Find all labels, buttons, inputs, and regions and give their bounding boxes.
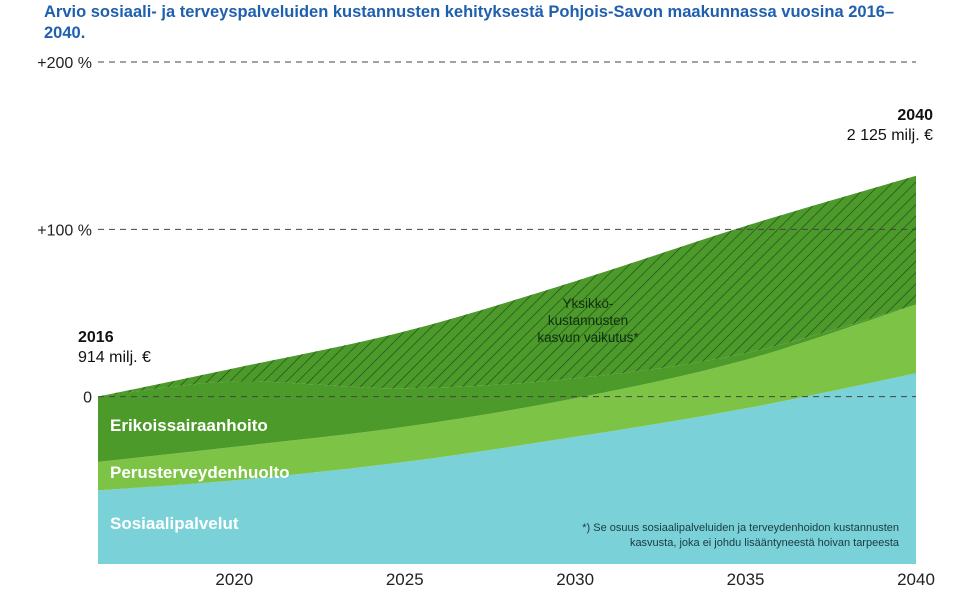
x-tick-label: 2030	[556, 570, 594, 589]
grid-layer	[98, 61, 916, 398]
area-sosiaalipalvelut	[98, 373, 916, 564]
y-axis: +200 % +100 % 0	[37, 55, 92, 407]
footnote: *) Se osuus sosiaalipalveluiden ja terve…	[582, 521, 899, 551]
x-tick-label: 2025	[386, 570, 424, 589]
area-erikoissairaanhoito	[98, 304, 916, 462]
y-tick-label: +100 %	[37, 222, 92, 239]
x-tick-label: 2040	[897, 570, 935, 589]
y-tick-label: 0	[83, 390, 92, 407]
end-year-label: 2040	[897, 107, 933, 124]
series-label-perusterveydenhuolto: Perusterveydenhuolto	[110, 463, 290, 482]
hatch-label-line-1: Yksikkö-	[562, 296, 614, 311]
start-value-label: 914 milj. €	[78, 349, 151, 366]
series-label-sosiaalipalvelut: Sosiaalipalvelut	[110, 514, 239, 533]
footnote-line-1: *) Se osuus sosiaalipalveluiden ja terve…	[582, 522, 899, 534]
start-year-label: 2016	[78, 329, 114, 346]
end-value-label: 2 125 milj. €	[846, 127, 933, 144]
hatch-area-label: Yksikkö- kustannusten kasvun vaikutus*	[520, 295, 656, 346]
chart-title: Arvio sosiaali- ja terveyspalveluiden ku…	[44, 3, 895, 42]
y-tick-label: +200 %	[37, 55, 92, 72]
area-perusterveydenhuolto	[98, 304, 916, 491]
x-tick-label: 2020	[215, 570, 253, 589]
area-layer	[98, 175, 916, 564]
hatch-overlay	[98, 175, 916, 397]
x-tick-label: 2035	[727, 570, 765, 589]
footnote-line-2: kasvusta, joka ei johdu lisääntyneestä h…	[629, 537, 899, 549]
hatch-label-line-2: kustannusten	[547, 313, 629, 328]
end-annotation: 2040 2 125 milj. €	[847, 106, 933, 146]
x-axis: 2020 2025 2030 2035 2040	[215, 570, 934, 589]
series-label-erikoissairaanhoito: Erikoissairaanhoito	[110, 416, 268, 435]
start-annotation: 2016 914 milj. €	[78, 328, 151, 368]
hatch-label-line-3: kasvun vaikutus*	[537, 330, 639, 345]
